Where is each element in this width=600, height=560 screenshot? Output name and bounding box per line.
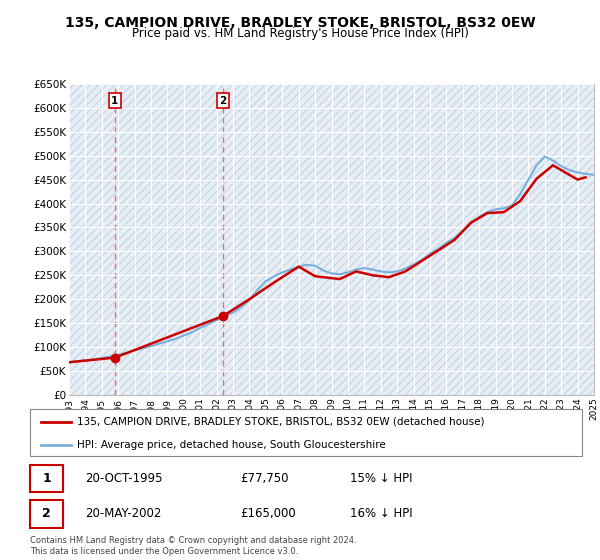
Text: 15% ↓ HPI: 15% ↓ HPI — [350, 472, 413, 485]
Text: £77,750: £77,750 — [240, 472, 288, 485]
Text: 1: 1 — [112, 96, 119, 106]
Text: 135, CAMPION DRIVE, BRADLEY STOKE, BRISTOL, BS32 0EW: 135, CAMPION DRIVE, BRADLEY STOKE, BRIST… — [65, 16, 535, 30]
Text: HPI: Average price, detached house, South Gloucestershire: HPI: Average price, detached house, Sout… — [77, 440, 386, 450]
Text: 2: 2 — [42, 507, 51, 520]
Text: 16% ↓ HPI: 16% ↓ HPI — [350, 507, 413, 520]
Text: £165,000: £165,000 — [240, 507, 296, 520]
Text: Price paid vs. HM Land Registry's House Price Index (HPI): Price paid vs. HM Land Registry's House … — [131, 27, 469, 40]
Text: 20-MAY-2002: 20-MAY-2002 — [85, 507, 161, 520]
Bar — [30, 465, 63, 492]
Text: 20-OCT-1995: 20-OCT-1995 — [85, 472, 163, 485]
Text: 135, CAMPION DRIVE, BRADLEY STOKE, BRISTOL, BS32 0EW (detached house): 135, CAMPION DRIVE, BRADLEY STOKE, BRIST… — [77, 417, 484, 427]
Text: 2: 2 — [220, 96, 227, 106]
Text: 1: 1 — [42, 472, 51, 485]
Bar — [30, 500, 63, 528]
Text: Contains HM Land Registry data © Crown copyright and database right 2024.
This d: Contains HM Land Registry data © Crown c… — [30, 536, 356, 556]
